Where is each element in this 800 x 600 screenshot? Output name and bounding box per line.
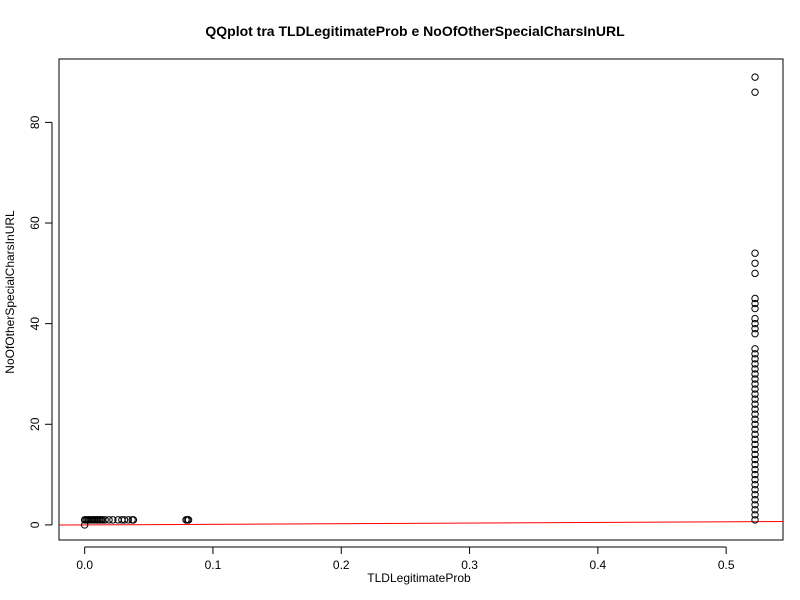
data-point — [751, 370, 759, 378]
data-point — [109, 516, 117, 524]
data-point — [751, 400, 759, 408]
data-point — [751, 330, 759, 338]
data-point — [751, 506, 759, 514]
data-point — [751, 395, 759, 403]
data-point — [751, 460, 759, 469]
data-point — [751, 501, 759, 509]
data-point — [751, 455, 759, 464]
x-tick-label: 0.3 — [461, 558, 478, 572]
data-point — [751, 450, 759, 459]
data-point — [751, 430, 759, 439]
data-point — [751, 496, 759, 504]
data-point — [751, 345, 759, 353]
data-point — [751, 425, 759, 434]
y-axis: 0 20 40 60 80 — [28, 115, 53, 528]
x-axis-label: TLDLegitimateProb — [367, 571, 471, 585]
data-point — [751, 511, 759, 519]
data-point — [124, 516, 132, 524]
plot-frame — [58, 58, 784, 541]
x-tick-label: 0.2 — [333, 558, 350, 572]
reference-line — [58, 520, 784, 526]
data-point — [751, 259, 759, 267]
data-point — [751, 380, 759, 388]
data-point — [751, 88, 759, 96]
data-point — [751, 470, 759, 479]
data-point — [751, 485, 759, 494]
data-point — [751, 465, 759, 474]
data-point — [101, 516, 109, 524]
data-point — [751, 435, 759, 444]
data-point — [751, 350, 759, 358]
data-point — [751, 73, 759, 81]
data-point — [751, 420, 759, 428]
data-point — [751, 360, 759, 368]
data-point — [751, 385, 759, 393]
data-point — [751, 304, 759, 313]
data-point — [751, 269, 759, 278]
data-point — [751, 415, 759, 423]
y-tick-label: 60 — [28, 216, 42, 230]
data-point — [751, 299, 759, 308]
x-tick-label: 0.0 — [76, 558, 93, 572]
data-point — [751, 480, 759, 489]
x-axis: 0.0 0.1 0.2 0.3 0.4 0.5 — [76, 546, 735, 572]
x-tick-label: 0.5 — [718, 558, 735, 572]
data-points — [80, 73, 759, 529]
data-point — [751, 294, 759, 303]
data-point — [751, 390, 759, 398]
data-point — [751, 375, 759, 383]
data-point — [751, 440, 759, 449]
data-point — [751, 249, 759, 257]
data-point — [751, 410, 759, 418]
y-tick-label: 40 — [28, 317, 42, 331]
x-tick-label: 0.4 — [590, 558, 607, 572]
data-point — [105, 516, 113, 524]
data-point — [751, 475, 759, 484]
y-tick-label: 0 — [28, 521, 42, 528]
chart-title: QQplot tra TLDLegitimateProb e NoOfOther… — [205, 23, 625, 39]
data-point — [184, 516, 193, 524]
y-axis-label: NoOfOtherSpecialCharsInURL — [3, 210, 17, 374]
data-point — [129, 516, 138, 524]
data-point — [751, 314, 759, 323]
data-point — [751, 445, 759, 454]
data-point — [751, 365, 759, 373]
data-point — [751, 355, 759, 363]
data-point — [751, 491, 759, 499]
y-tick-label: 80 — [28, 115, 42, 129]
data-point — [751, 516, 759, 524]
data-point — [751, 319, 759, 328]
y-tick-label: 20 — [28, 417, 42, 431]
data-point — [751, 405, 759, 413]
x-tick-label: 0.1 — [205, 558, 222, 572]
data-point — [120, 516, 129, 524]
data-point — [751, 324, 759, 333]
